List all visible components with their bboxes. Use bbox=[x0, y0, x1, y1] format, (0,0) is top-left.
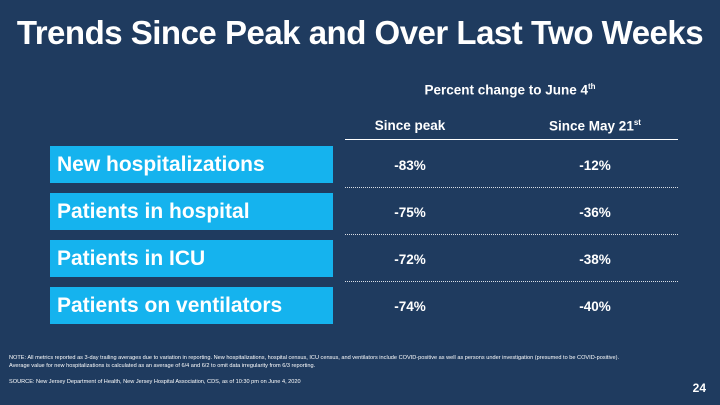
source-note: SOURCE: New Jersey Department of Health,… bbox=[9, 379, 301, 385]
footnote-line-2: Average value for new hospitalizations i… bbox=[9, 363, 316, 370]
column-header-since-may-text: Since May 21 bbox=[549, 118, 634, 134]
value-since-peak-patients-in-hospital: -75% bbox=[394, 205, 426, 220]
row-label-patients-on-ventilators: Patients on ventilators bbox=[50, 287, 333, 324]
percent-change-header-sup: th bbox=[588, 82, 596, 91]
value-since-may-new-hospitalizations: -12% bbox=[579, 158, 611, 173]
value-since-peak-new-hospitalizations: -83% bbox=[394, 158, 426, 173]
column-header-since-peak: Since peak bbox=[374, 118, 446, 133]
column-header-since-may: Since May 21st bbox=[510, 118, 680, 134]
footnote: NOTE: All metrics reported as 3-day trai… bbox=[9, 354, 709, 371]
value-since-may-patients-in-hospital: -36% bbox=[579, 205, 611, 220]
percent-change-header-text: Percent change to June 4 bbox=[424, 82, 588, 98]
row-label-patients-in-hospital: Patients in hospital bbox=[50, 193, 333, 230]
row-label-patients-in-icu: Patients in ICU bbox=[50, 240, 333, 277]
value-since-may-patients-on-ventilators: -40% bbox=[579, 299, 611, 314]
row-divider bbox=[345, 281, 678, 282]
row-label-new-hospitalizations: New hospitalizations bbox=[50, 146, 333, 183]
page-number: 24 bbox=[692, 381, 706, 395]
footnote-line-1: NOTE: All metrics reported as 3-day trai… bbox=[9, 355, 620, 361]
value-since-peak-patients-on-ventilators: -74% bbox=[394, 299, 426, 314]
value-since-may-patients-in-icu: -38% bbox=[579, 252, 611, 267]
row-divider bbox=[345, 187, 678, 188]
row-divider bbox=[345, 234, 678, 235]
percent-change-header: Percent change to June 4th bbox=[340, 82, 680, 98]
column-header-since-may-sup: st bbox=[633, 118, 641, 127]
value-since-peak-patients-in-icu: -72% bbox=[394, 252, 426, 267]
slide-title: Trends Since Peak and Over Last Two Week… bbox=[16, 14, 704, 51]
header-divider bbox=[345, 139, 678, 140]
